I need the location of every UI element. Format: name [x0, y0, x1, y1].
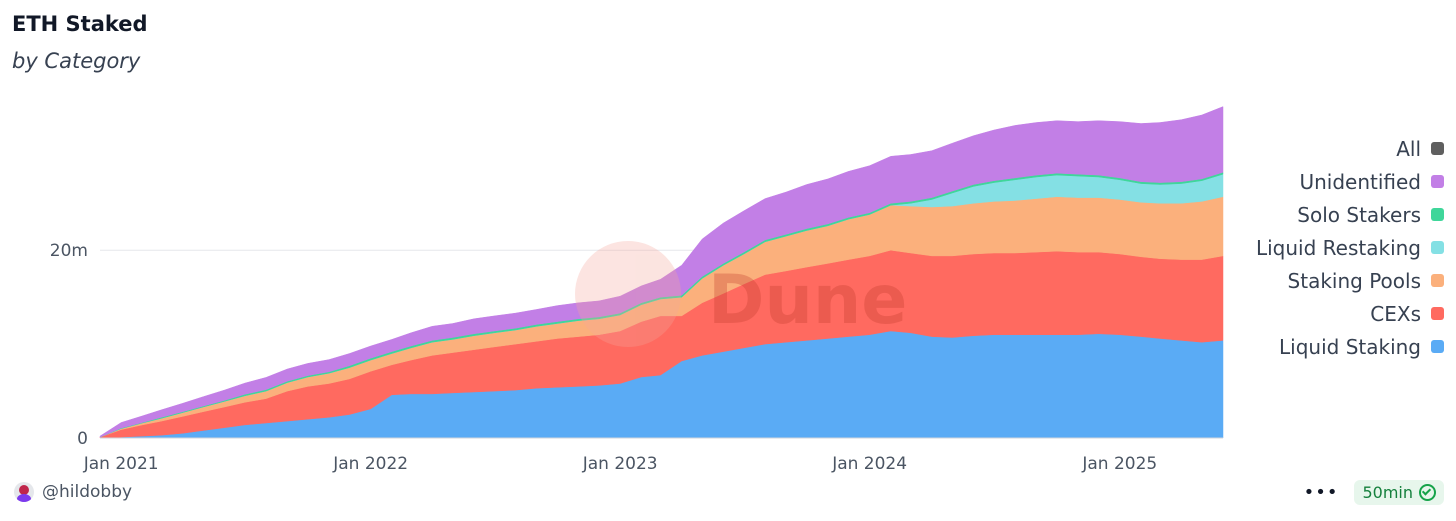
x-tick-label: Jan 2022: [332, 454, 408, 474]
more-options-icon[interactable]: •••: [1303, 482, 1339, 503]
legend-label: All: [1396, 136, 1421, 161]
refresh-interval: 50min: [1362, 483, 1413, 502]
y-tick-label: 0: [77, 429, 88, 449]
legend-label: Staking Pools: [1287, 268, 1421, 293]
legend-label: Liquid Staking: [1279, 334, 1421, 359]
chart-title: ETH Staked: [12, 12, 148, 36]
x-tick-label: Jan 2024: [831, 454, 907, 474]
dune-watermark: Dune: [575, 241, 907, 347]
legend-swatch: [1431, 175, 1444, 188]
svg-text:Dune: Dune: [708, 261, 907, 340]
y-tick-label: 20m: [50, 241, 88, 261]
legend-item-liquid-staking[interactable]: Liquid Staking: [1184, 330, 1444, 363]
x-tick-label: Jan 2021: [83, 454, 159, 474]
legend-swatch: [1431, 142, 1444, 155]
area-unidentified[interactable]: [99, 106, 1224, 438]
legend-swatch: [1431, 208, 1444, 221]
legend-swatch: [1431, 340, 1444, 353]
legend-swatch: [1431, 274, 1444, 287]
author-credit[interactable]: @hildobby: [14, 482, 132, 502]
footer-actions: ••• 50min: [1304, 480, 1444, 505]
legend-label: Solo Stakers: [1297, 202, 1421, 227]
chart-subtitle: by Category: [12, 49, 141, 73]
chart-legend: All Unidentified Solo Stakers Liquid Restak…: [1184, 132, 1444, 363]
legend-label: CEXs: [1370, 301, 1421, 326]
legend-label: Liquid Restaking: [1255, 235, 1421, 260]
legend-item-staking-pools[interactable]: Staking Pools: [1184, 264, 1444, 297]
legend-swatch: [1431, 307, 1444, 320]
refresh-badge[interactable]: 50min: [1354, 480, 1444, 505]
legend-item-all[interactable]: All: [1184, 132, 1444, 165]
legend-item-cexs[interactable]: CEXs: [1184, 297, 1444, 330]
legend-item-solo-stakers[interactable]: Solo Stakers: [1184, 198, 1444, 231]
check-circle-icon: [1419, 484, 1436, 501]
legend-item-unidentified[interactable]: Unidentified: [1184, 165, 1444, 198]
legend-label: Unidentified: [1299, 169, 1421, 194]
legend-swatch: [1431, 241, 1444, 254]
legend-item-liquid-restaking[interactable]: Liquid Restaking: [1184, 231, 1444, 264]
x-tick-label: Jan 2025: [1081, 454, 1157, 474]
x-tick-label: Jan 2023: [582, 454, 658, 474]
author-handle[interactable]: @hildobby: [42, 482, 133, 502]
avatar: [14, 482, 34, 502]
